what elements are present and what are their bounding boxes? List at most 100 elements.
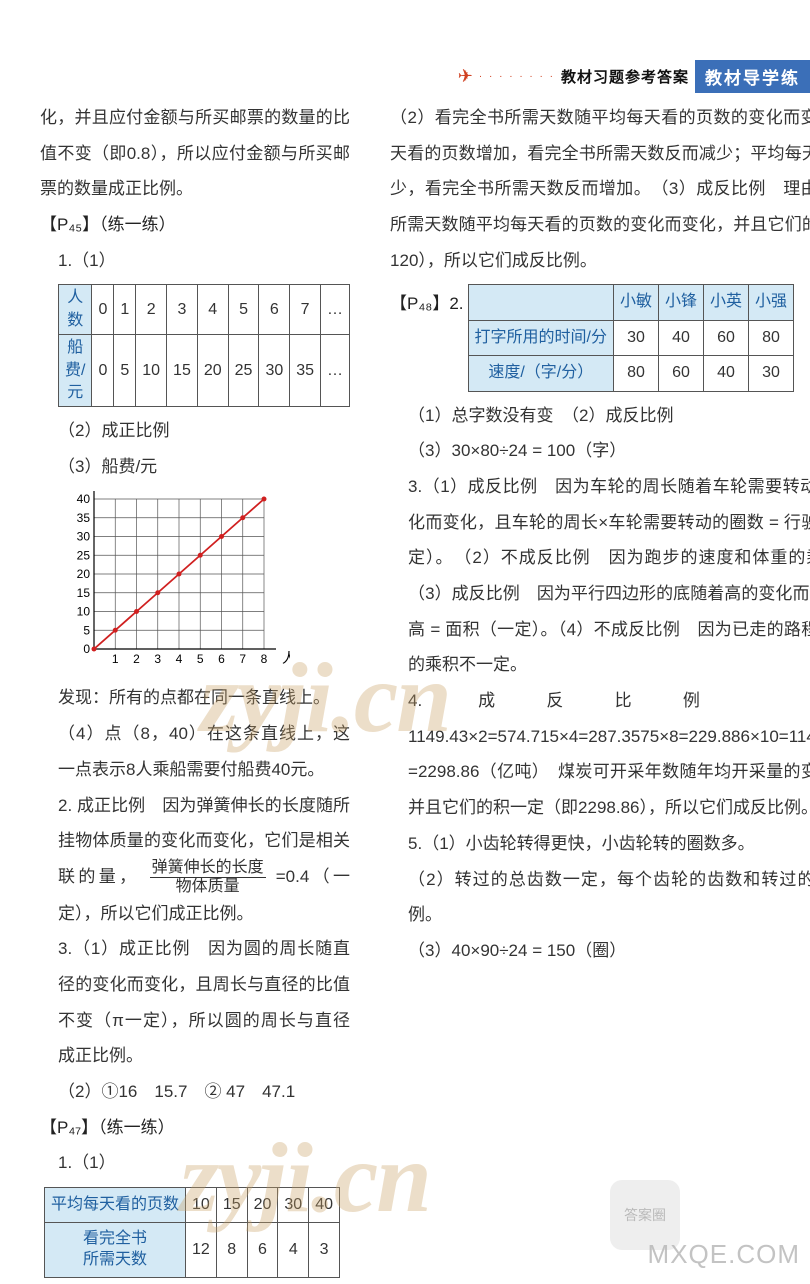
r-q4: 4. 成反比例 因为1149.43×2=574.715×4=287.3575×8… — [390, 683, 810, 826]
fraction: 弹簧伸长的长度 物体质量 — [150, 859, 266, 895]
table-cell: … — [321, 335, 350, 407]
table-cell: 3 — [167, 285, 198, 335]
sub12: （1）总字数没有变 （2）成反比例 — [390, 398, 810, 434]
table-cell: 30 — [278, 1188, 309, 1223]
table-cell: 6 — [247, 1223, 278, 1278]
intro-text: 化，并且应付金额与所买邮票的数量的比值不变（即0.8），所以应付金额与所买邮票的… — [40, 100, 350, 207]
svg-text:5: 5 — [83, 623, 90, 637]
p45-marker: 【P₄₅】（练一练） — [40, 207, 350, 243]
svg-text:人数: 人数 — [282, 650, 290, 664]
q1-4: （4）点（8，40）在这条直线上，这一点表示8人乘船需要付船费40元。 — [40, 716, 350, 787]
q1-2: （2）成正比例 — [40, 413, 350, 449]
svg-text:6: 6 — [218, 652, 225, 664]
svg-text:1: 1 — [112, 652, 119, 664]
p47-marker: 【P₄₇】（练一练） — [40, 1110, 350, 1146]
footer-logo-text: 答案圈 — [624, 1205, 666, 1225]
table-cell: 5 — [114, 335, 136, 407]
p48-marker: 【P₄₈】2. — [390, 278, 464, 322]
r-q5b: （2）转过的总齿数一定，每个齿轮的齿数和转过的圈数成反比例。 — [390, 862, 810, 933]
table-cell: 7 — [290, 285, 321, 335]
table-cell: 5 — [228, 285, 259, 335]
footer-site: MXQE.COM — [648, 1239, 800, 1270]
table-cell: … — [321, 285, 350, 335]
header-label: 教材习题参考答案 — [561, 66, 689, 87]
q3-1: 3.（1）成正比例 因为圆的周长随直径的变化而变化，且周长与直径的比值不变（π一… — [40, 931, 350, 1074]
table-cell: 15 — [167, 335, 198, 407]
table-cell: 3 — [309, 1223, 340, 1278]
table-boat-fare: 人数01234567… 船费/元05101520253035… — [58, 284, 350, 407]
table-cell: 40 — [704, 356, 749, 391]
frac-den: 物体质量 — [150, 878, 266, 896]
svg-text:25: 25 — [77, 548, 91, 562]
table-row-header: 速度/（字/分） — [468, 356, 613, 391]
table-cell: 30 — [614, 320, 659, 355]
table-cell: 80 — [614, 356, 659, 391]
header-badge: 教材导学练 — [695, 60, 810, 93]
table-cell: 60 — [659, 356, 704, 391]
svg-text:5: 5 — [197, 652, 204, 664]
svg-text:40: 40 — [77, 492, 91, 506]
q1-bottom: 1.（1） — [40, 1145, 116, 1181]
table-header: 船费/元 — [59, 335, 92, 407]
q1-1: 1.（1） — [40, 243, 350, 279]
table-cell: 10 — [186, 1188, 217, 1223]
r-q5a: 5.（1）小齿轮转得更快，小齿轮转的圈数多。 — [390, 826, 810, 862]
table-row-header: 打字所用的时间/分 — [468, 320, 613, 355]
r-q5c: （3）40×90÷24 = 150（圈） — [390, 933, 810, 969]
q3-2: （2）①16 15.7 ② 47 47.1 — [40, 1074, 350, 1110]
svg-text:15: 15 — [77, 586, 91, 600]
p2-text: （2）看完全书所需天数随平均每天看的页数的变化而变化，平均每天看的页数增加，看完… — [390, 100, 810, 278]
table-cell: 8 — [216, 1223, 247, 1278]
table-row-header: 看完全书所需天数 — [45, 1223, 186, 1278]
table-cell: 60 — [704, 320, 749, 355]
table-cell: 25 — [228, 335, 259, 407]
table-header — [468, 285, 613, 320]
table-cell: 20 — [197, 335, 228, 407]
svg-text:30: 30 — [77, 529, 91, 543]
page-header: ✈ · · · · · · · · 教材习题参考答案 教材导学练 — [458, 60, 810, 93]
table-header: 人数 — [59, 285, 92, 335]
table-cell: 4 — [278, 1223, 309, 1278]
right-column: （2）看完全书所需天数随平均每天看的页数的变化而变化，平均每天看的页数增加，看完… — [380, 30, 810, 1284]
left-column: 化，并且应付金额与所买邮票的数量的比值不变（即0.8），所以应付金额与所买邮票的… — [0, 30, 360, 1284]
table-cell: 12 — [186, 1223, 217, 1278]
table-header: 小敏 — [614, 285, 659, 320]
svg-text:20: 20 — [77, 567, 91, 581]
table-cell: 30 — [749, 356, 794, 391]
plane-icon: ✈ — [458, 66, 473, 87]
table-cell: 0 — [92, 285, 114, 335]
table-header: 小英 — [704, 285, 749, 320]
svg-text:8: 8 — [261, 652, 268, 664]
table-cell: 2 — [136, 285, 167, 335]
table-cell: 0 — [92, 335, 114, 407]
table-header: 小锋 — [659, 285, 704, 320]
table-header: 小强 — [749, 285, 794, 320]
table-reading: 平均每天看的页数1015203040 看完全书所需天数128643 — [44, 1187, 340, 1278]
table-cell: 6 — [259, 285, 290, 335]
r-q3: 3.（1）成反比例 因为车轮的周长随着车轮需要转动的圈数的变化而变化，且车轮的周… — [390, 469, 810, 683]
table-row-header: 平均每天看的页数 — [45, 1188, 186, 1223]
table-cell: 40 — [659, 320, 704, 355]
finding-text: 发现：所有的点都在同一条直线上。 — [40, 680, 350, 716]
q1-3: （3）船费/元 — [40, 449, 350, 485]
q2: 2. 成正比例 因为弹簧伸长的长度随所挂物体质量的变化而变化，它们是相关联的量，… — [40, 788, 350, 932]
line-chart: 0 5 10 15 20 25 30 35 40 1 2 3 4 5 6 7 8 人数 — [60, 489, 350, 677]
svg-text:2: 2 — [133, 652, 140, 664]
svg-text:7: 7 — [239, 652, 246, 664]
table-typing: 小敏小锋小英小强 打字所用的时间/分30406080 速度/（字/分）80604… — [468, 284, 795, 391]
sub3: （3）30×80÷24 = 100（字） — [390, 433, 810, 469]
svg-text:3: 3 — [154, 652, 161, 664]
table-cell: 40 — [309, 1188, 340, 1223]
svg-text:0: 0 — [83, 642, 90, 656]
svg-text:4: 4 — [176, 652, 183, 664]
frac-num: 弹簧伸长的长度 — [150, 859, 266, 878]
table-cell: 20 — [247, 1188, 278, 1223]
table-cell: 15 — [216, 1188, 247, 1223]
svg-text:10: 10 — [77, 604, 91, 618]
table-cell: 30 — [259, 335, 290, 407]
table-cell: 80 — [749, 320, 794, 355]
table-cell: 35 — [290, 335, 321, 407]
table-cell: 1 — [114, 285, 136, 335]
svg-text:35: 35 — [77, 511, 91, 525]
table-cell: 4 — [197, 285, 228, 335]
